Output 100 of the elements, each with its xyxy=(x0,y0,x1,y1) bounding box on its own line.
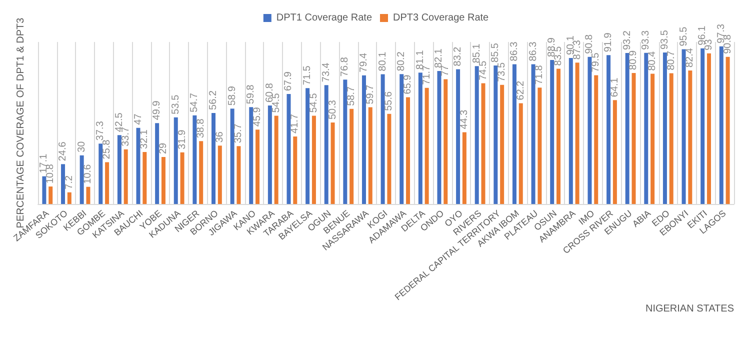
bar xyxy=(324,85,328,204)
data-label: 93.2 xyxy=(622,30,633,50)
bar xyxy=(406,97,410,204)
data-label: 93.5 xyxy=(659,30,670,50)
bar xyxy=(588,56,592,204)
data-label: 64.1 xyxy=(609,77,620,98)
data-label: 71.8 xyxy=(534,64,546,85)
data-label: 80.1 xyxy=(377,51,388,72)
bar xyxy=(682,49,686,204)
data-label: 56.2 xyxy=(208,90,220,110)
bar xyxy=(124,149,128,204)
bar xyxy=(481,83,486,204)
data-label: 80.9 xyxy=(628,50,640,70)
data-label: 7.2 xyxy=(64,174,75,190)
data-label: 62.2 xyxy=(515,80,526,100)
bar xyxy=(218,146,222,204)
data-label: 54.5 xyxy=(308,92,320,113)
bar xyxy=(343,80,348,204)
bar xyxy=(568,58,573,204)
bar xyxy=(42,176,46,204)
data-label: 73.5 xyxy=(496,62,508,82)
data-label: 33.7 xyxy=(120,126,132,146)
bar xyxy=(474,66,479,204)
bar xyxy=(155,123,160,204)
data-label: 44.3 xyxy=(458,109,470,130)
data-label: 31.9 xyxy=(176,129,188,150)
bar xyxy=(706,53,711,204)
bar xyxy=(67,192,72,204)
bar xyxy=(538,88,542,204)
data-label: 59.7 xyxy=(364,84,376,104)
bar xyxy=(368,107,372,204)
bar xyxy=(48,186,53,204)
data-label: 86.3 xyxy=(528,41,539,62)
data-label: 29 xyxy=(158,142,169,154)
bar xyxy=(286,94,291,204)
data-label: 55.6 xyxy=(384,91,395,111)
data-label: 58.7 xyxy=(346,86,358,106)
bar xyxy=(700,48,705,204)
bar xyxy=(180,152,184,204)
data-label: 10.6 xyxy=(82,164,94,184)
bar xyxy=(105,162,110,204)
bar xyxy=(556,68,560,204)
bar xyxy=(212,112,216,204)
bar xyxy=(575,62,580,204)
bar xyxy=(174,117,178,204)
bar xyxy=(380,74,385,204)
bar xyxy=(400,74,404,204)
bar xyxy=(726,56,730,204)
data-label: 85.5 xyxy=(490,42,502,62)
data-label: 71.5 xyxy=(302,65,314,86)
bar xyxy=(86,186,90,204)
data-label: 82.4 xyxy=(684,48,696,68)
bar xyxy=(350,108,354,204)
bar xyxy=(293,136,298,204)
data-label: 80.2 xyxy=(396,51,408,72)
bar xyxy=(518,103,523,204)
data-label: 32.1 xyxy=(139,129,150,149)
bar xyxy=(80,155,84,204)
bar xyxy=(330,122,335,204)
data-label: 25.8 xyxy=(102,139,113,160)
bar xyxy=(61,164,66,204)
bar xyxy=(462,132,466,204)
bar xyxy=(625,53,630,204)
data-label: 38.8 xyxy=(196,118,207,138)
bar xyxy=(230,108,234,204)
data-label: 86.3 xyxy=(508,41,520,62)
data-label: 91.9 xyxy=(603,32,614,52)
bar xyxy=(612,100,617,204)
bar xyxy=(494,65,498,204)
data-label: 30 xyxy=(76,140,88,152)
bar xyxy=(688,70,692,204)
bar xyxy=(306,88,310,204)
bar xyxy=(192,115,197,204)
bar xyxy=(142,152,147,204)
bar xyxy=(117,135,122,204)
bar xyxy=(512,64,516,204)
data-label: 95.5 xyxy=(678,26,690,46)
data-label: 50.3 xyxy=(327,100,338,120)
data-label: 24.6 xyxy=(58,141,69,162)
data-label: 54.7 xyxy=(189,92,200,112)
data-label: 10.8 xyxy=(45,164,56,184)
data-label: 58.9 xyxy=(226,86,238,106)
data-label: 35.7 xyxy=(233,123,244,144)
bar xyxy=(362,75,366,204)
bar xyxy=(606,55,611,204)
bar xyxy=(268,106,272,204)
data-label: 49.9 xyxy=(152,100,163,120)
bar xyxy=(312,116,316,204)
data-label: 53.5 xyxy=(170,94,182,114)
bar xyxy=(236,146,241,204)
data-label: 37.3 xyxy=(95,120,106,141)
bar xyxy=(418,72,422,204)
data-label: 73.4 xyxy=(320,62,332,82)
bar xyxy=(136,128,140,204)
bar xyxy=(274,116,278,204)
data-label: 93 xyxy=(703,38,714,50)
legend-label: DPT1 Coverage Rate xyxy=(276,12,372,24)
data-label: 65.9 xyxy=(402,74,414,94)
bar xyxy=(98,144,103,204)
data-label: 90.8 xyxy=(584,34,596,54)
